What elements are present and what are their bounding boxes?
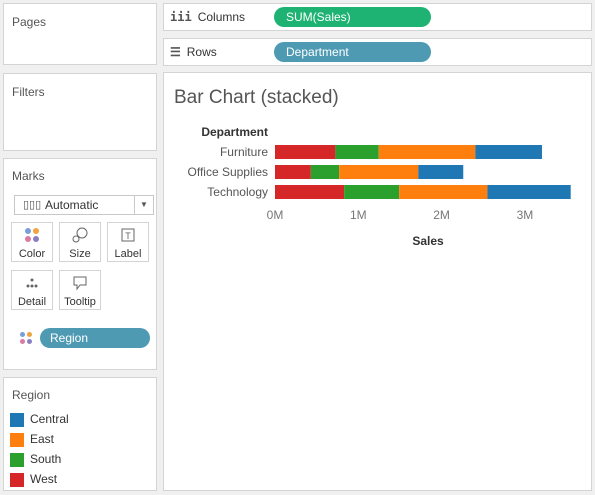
bar-technology-central[interactable] — [487, 185, 571, 199]
label-button[interactable]: T Label — [107, 222, 149, 262]
x-axis-label: Sales — [412, 234, 444, 248]
x-tick-label: 3M — [517, 208, 534, 222]
bar-technology-west[interactable] — [275, 185, 345, 199]
stacked-bar-chart: Department Furniture Office Supplies Techn… — [188, 125, 571, 248]
size-button[interactable]: Size — [59, 222, 101, 262]
x-tick-label: 0M — [267, 208, 284, 222]
bar-furniture-east[interactable] — [378, 145, 476, 159]
marks-card: Marks ▯▯▯ Automatic ▼ Color Size T Label… — [3, 158, 157, 370]
legend-title: Region — [12, 388, 51, 402]
mark-type-label: Automatic — [45, 198, 99, 212]
label-icon: T — [108, 227, 148, 247]
legend-label: South — [30, 452, 62, 466]
legend-swatch — [10, 412, 24, 427]
tooltip-icon — [60, 275, 100, 295]
legend-swatch — [10, 432, 24, 447]
svg-text:T: T — [125, 231, 131, 241]
detail-icon — [12, 275, 52, 295]
legend-swatch — [10, 472, 24, 487]
bar-technology-east[interactable] — [399, 185, 488, 199]
columns-icon: iii — [170, 10, 192, 24]
chart-view: Bar Chart (stacked) Department Furniture… — [163, 72, 592, 491]
department-pill[interactable]: Department — [274, 42, 431, 62]
color-button[interactable]: Color — [11, 222, 53, 262]
rows-label: Rows — [186, 45, 217, 59]
x-tick-label: 2M — [433, 208, 450, 222]
bar-furniture-west[interactable] — [275, 145, 336, 159]
label-label: Label — [114, 248, 142, 260]
filters-shelf[interactable]: Filters — [3, 73, 157, 151]
legend-label: West — [30, 472, 58, 486]
pages-shelf[interactable]: Pages — [3, 3, 157, 65]
bar-office-supplies-south[interactable] — [310, 165, 340, 179]
mark-type-dropdown[interactable]: ▯▯▯ Automatic ▼ — [14, 195, 154, 215]
category-label: Technology — [207, 185, 268, 199]
marks-title: Marks — [12, 169, 45, 183]
columns-label: Columns — [197, 10, 246, 24]
legend-item-east[interactable]: East — [10, 432, 54, 450]
region-color-pill[interactable]: Region — [40, 328, 150, 348]
row-header: Department — [201, 125, 268, 139]
filters-title: Filters — [12, 85, 45, 99]
bar-technology-south[interactable] — [344, 185, 400, 199]
tooltip-button[interactable]: Tooltip — [59, 270, 101, 310]
columns-shelf[interactable]: iii Columns SUM(Sales) — [163, 3, 592, 31]
category-label: Furniture — [220, 145, 268, 159]
color-icon — [12, 227, 52, 247]
sum-sales-pill[interactable]: SUM(Sales) — [274, 7, 431, 27]
legend-label: Central — [30, 412, 69, 426]
x-tick-label: 1M — [350, 208, 367, 222]
region-legend: Region Central East South West — [3, 377, 157, 491]
category-label: Office Supplies — [188, 165, 269, 179]
detail-label: Detail — [17, 296, 47, 308]
legend-item-west[interactable]: West — [10, 472, 57, 490]
legend-swatch — [10, 452, 24, 467]
chevron-down-icon[interactable]: ▼ — [134, 196, 153, 214]
bar-furniture-south[interactable] — [335, 145, 379, 159]
bar-furniture-central[interactable] — [475, 145, 542, 159]
size-label: Size — [69, 248, 91, 260]
legend-label: East — [30, 432, 55, 446]
rows-icon: ☰ — [170, 45, 181, 59]
chart-title: Bar Chart (stacked) — [174, 87, 339, 108]
legend-item-central[interactable]: Central — [10, 412, 69, 430]
detail-button[interactable]: Detail — [11, 270, 53, 310]
bar-office-supplies-central[interactable] — [418, 165, 464, 179]
bar-office-supplies-east[interactable] — [339, 165, 419, 179]
legend-item-south[interactable]: South — [10, 452, 61, 470]
pages-title: Pages — [12, 15, 47, 29]
tooltip-label: Tooltip — [64, 296, 96, 308]
bar-mark-icon: ▯▯▯ — [23, 199, 42, 211]
bar-office-supplies-west[interactable] — [275, 165, 311, 179]
size-icon — [60, 227, 100, 247]
color-encoding-icon — [20, 332, 32, 344]
rows-shelf[interactable]: ☰ Rows Department — [163, 38, 592, 66]
color-label: Color — [18, 248, 46, 260]
